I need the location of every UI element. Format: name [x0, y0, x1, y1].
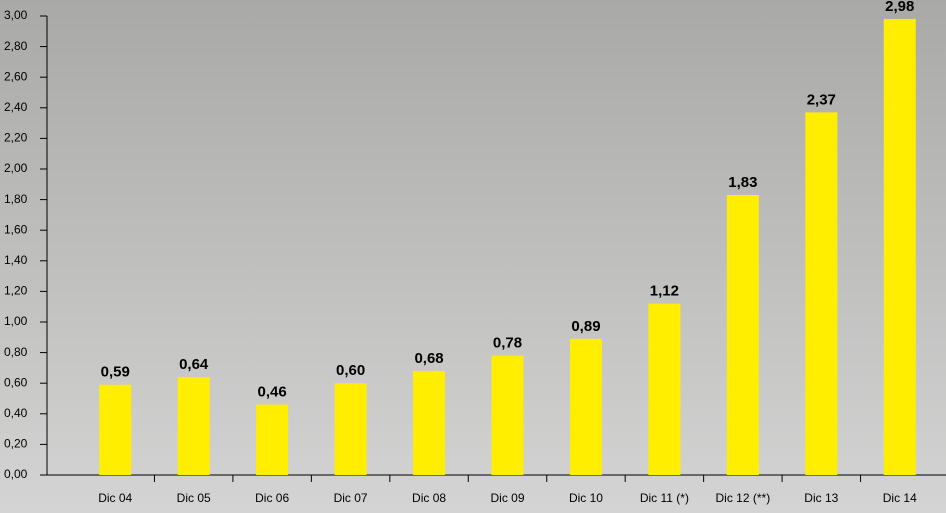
value-label: 1,83 — [728, 174, 757, 191]
bar — [99, 384, 132, 475]
bar — [726, 195, 759, 475]
y-tick-label: 0,80 — [4, 345, 28, 359]
y-tick-label: 1,60 — [4, 222, 28, 236]
value-label: 0,68 — [414, 350, 443, 367]
y-tick-label: 2,40 — [4, 100, 28, 114]
y-tick-label: 2,60 — [4, 69, 28, 83]
x-tick-label: Dic 11 (*) — [640, 491, 689, 505]
y-tick-label: 0,40 — [4, 406, 28, 420]
y-tick-label: 0,00 — [4, 467, 28, 481]
x-tick-label: Dic 05 — [177, 491, 211, 505]
y-tick-label: 1,00 — [4, 314, 28, 328]
y-tick-label: 3,00 — [4, 8, 28, 22]
value-label: 0,46 — [258, 384, 287, 401]
value-label: 0,89 — [571, 318, 600, 335]
y-tick-label: 2,00 — [4, 161, 28, 175]
value-label: 2,37 — [807, 91, 836, 108]
bar — [256, 404, 289, 475]
x-tick-label: Dic 10 — [569, 491, 603, 505]
y-tick-label: 1,80 — [4, 192, 28, 206]
value-label: 0,64 — [179, 356, 209, 373]
value-label: 0,59 — [101, 364, 130, 381]
bar — [569, 338, 602, 475]
bar — [177, 377, 210, 475]
bar — [491, 355, 524, 475]
y-tick-label: 2,80 — [4, 39, 28, 53]
y-tick-label: 1,40 — [4, 253, 28, 267]
y-tick-label: 0,60 — [4, 375, 28, 389]
y-tick-label: 1,20 — [4, 284, 28, 298]
x-tick-label: Dic 06 — [255, 491, 289, 505]
x-tick-label: Dic 04 — [98, 491, 132, 505]
x-tick-label: Dic 09 — [490, 491, 524, 505]
y-tick-label: 0,20 — [4, 437, 28, 451]
value-label: 2,98 — [885, 0, 914, 15]
x-tick-label: Dic 13 — [804, 491, 838, 505]
bar — [413, 370, 446, 475]
x-tick-label: Dic 07 — [334, 491, 368, 505]
value-label: 0,60 — [336, 362, 365, 379]
bar — [883, 19, 916, 476]
bar — [805, 112, 838, 475]
value-label: 1,12 — [650, 283, 679, 300]
bar — [334, 383, 367, 475]
x-tick-label: Dic 08 — [412, 491, 446, 505]
bar — [648, 303, 681, 475]
x-tick-label: Dic 14 — [883, 491, 917, 505]
value-label: 0,78 — [493, 335, 522, 352]
y-tick-label: 2,20 — [4, 131, 28, 145]
x-tick-label: Dic 12 (**) — [716, 491, 771, 505]
